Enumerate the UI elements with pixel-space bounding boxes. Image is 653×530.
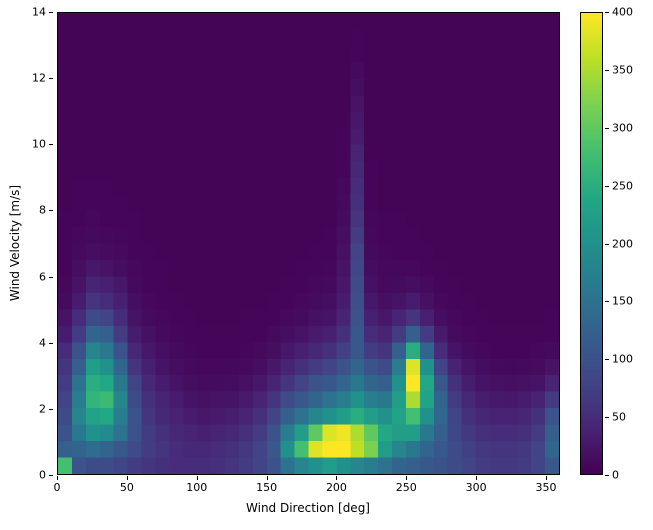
x-tick-mark (336, 476, 338, 480)
colorbar-tick-label: 200 (612, 237, 633, 250)
y-axis-label: Wind Velocity [m/s] (8, 184, 22, 302)
y-tick-label: 0 (39, 468, 46, 482)
colorbar (580, 12, 603, 475)
x-tick-label: 50 (119, 481, 134, 494)
colorbar-tick-mark (605, 359, 609, 361)
colorbar-tick-label: 50 (612, 410, 626, 424)
x-tick-label: 300 (465, 481, 487, 494)
x-tick-mark (476, 476, 478, 480)
y-tick-label: 10 (32, 137, 46, 151)
y-axis-ticks: 0 2 4 6 8 10 12 14 (0, 6, 57, 482)
y-tick-mark (49, 12, 53, 13)
colorbar-tick-label: 100 (612, 352, 633, 366)
y-tick-label: 6 (39, 270, 46, 284)
y-tick-mark (49, 342, 53, 344)
colorbar-tick-mark (605, 185, 609, 187)
colorbar-tick-label: 150 (612, 294, 633, 308)
colorbar-tick-mark (605, 12, 609, 13)
colorbar-tick-mark (605, 127, 609, 129)
heatmap-canvas (58, 13, 559, 474)
x-tick-mark (126, 476, 128, 480)
y-tick-mark (49, 408, 53, 410)
x-axis-ticks: 0 50 100 150 200 250 300 350 (53, 475, 560, 499)
x-tick-label: 250 (395, 481, 417, 494)
colorbar-tick-label: 350 (612, 63, 633, 77)
y-tick-mark (49, 78, 53, 80)
colorbar-tick-label: 300 (612, 121, 633, 135)
heatmap-plot (57, 12, 560, 475)
colorbar-tick-mark (605, 475, 609, 476)
y-tick-mark (49, 475, 53, 476)
colorbar-tick-label: 0 (612, 468, 619, 482)
x-axis-label: Wind Direction [deg] (246, 501, 370, 515)
x-tick-mark (196, 476, 198, 480)
x-tick-label: 150 (256, 481, 278, 494)
x-tick-label: 200 (325, 481, 347, 494)
y-tick-label: 4 (39, 336, 46, 350)
x-tick-label: 0 (53, 481, 61, 494)
x-tick-mark (57, 476, 58, 480)
y-tick-label: 12 (32, 71, 46, 85)
colorbar-tick-mark (605, 243, 609, 245)
colorbar-tick-mark (605, 417, 609, 419)
y-tick-mark (49, 144, 53, 146)
colorbar-tick-label: 400 (612, 5, 633, 19)
colorbar-tick-mark (605, 301, 609, 303)
x-tick-mark (266, 476, 268, 480)
colorbar-tick-mark (605, 69, 609, 71)
y-tick-mark (49, 210, 53, 212)
y-tick-label: 8 (39, 203, 46, 217)
x-tick-label: 100 (186, 481, 208, 494)
y-tick-label: 14 (32, 5, 46, 19)
y-tick-mark (49, 276, 53, 278)
x-tick-label: 350 (535, 481, 557, 494)
colorbar-tick-label: 250 (612, 179, 633, 193)
x-tick-mark (406, 476, 408, 480)
y-tick-label: 2 (39, 402, 46, 416)
x-tick-mark (546, 476, 548, 480)
colorbar-ticks: 0 50 100 150 200 250 300 350 400 (603, 6, 653, 482)
